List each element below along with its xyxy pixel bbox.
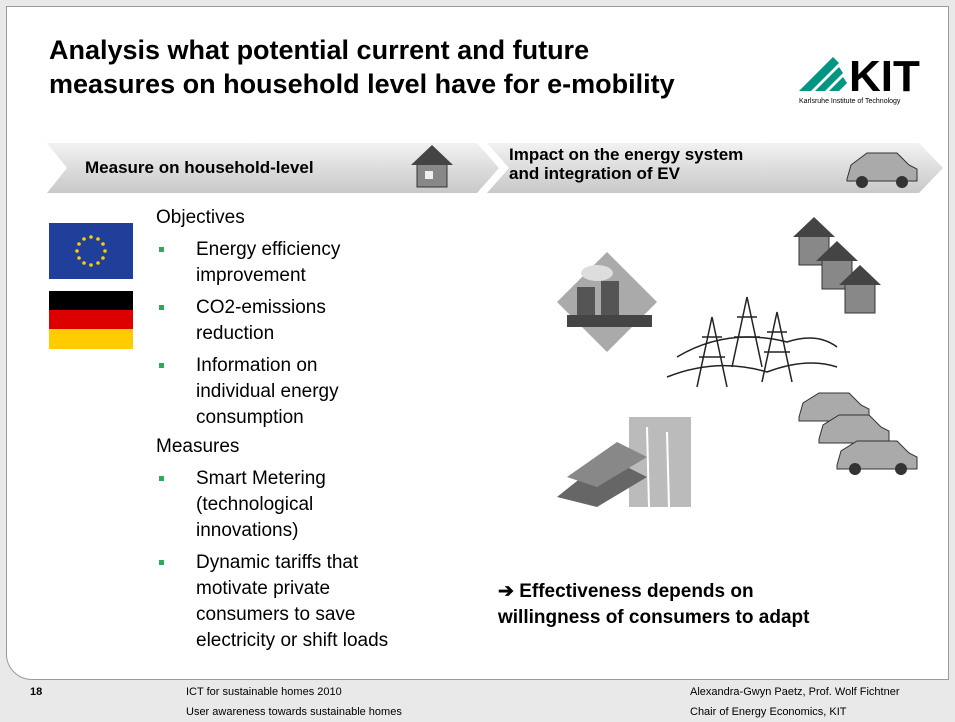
renewables: [557, 417, 691, 507]
kit-logo: KIT Karlsruhe Institute of Technology: [799, 52, 920, 105]
banner-left-text: Measure on household-level: [85, 158, 314, 177]
text-line: ICT for sustainable homes 2010: [186, 686, 342, 698]
eu-stars: [75, 235, 107, 267]
text-line: Measure on household-level: [85, 158, 314, 177]
text-line: Impact on the energy system: [509, 145, 744, 164]
bullet-item: Dynamic tariffs that motivate private cons…: [156, 550, 496, 654]
de-flag-black: [49, 291, 133, 310]
bullet-item: Energy efficiency improvement: [156, 237, 496, 289]
text-line: Analysis what potential current and futu…: [49, 35, 590, 65]
text-line: ➔ Effectiveness depends on: [498, 581, 754, 602]
banner-chevron: [487, 143, 943, 193]
text-line: (technological: [196, 494, 314, 515]
text-line: improvement: [196, 265, 306, 286]
footer-right: Alexandra-Gwyn Paetz, Prof. Wolf Fichtne…: [690, 682, 900, 722]
conclusion: ➔ Effectiveness depends on willingness o…: [498, 579, 809, 631]
title: Analysis what potential current and futu…: [49, 33, 675, 101]
text-line: Alexandra-Gwyn Paetz, Prof. Wolf Fichtne…: [690, 686, 900, 698]
text-line: reduction: [196, 323, 275, 344]
flags: [49, 223, 133, 349]
energy-illustration: [557, 217, 918, 507]
text-line: willingness of consumers to adapt: [498, 607, 810, 628]
power-plant: [557, 252, 657, 352]
bullet-item: Information on individual energy consumpti…: [156, 353, 496, 431]
text-line: electricity or shift loads: [196, 630, 389, 651]
logo-stripe: [815, 67, 843, 91]
car-icon: [846, 152, 918, 188]
text-line: Energy efficiency: [196, 239, 341, 260]
bullet-list: Objectives Energy efficiency improvement CO…: [156, 202, 496, 654]
text-line: and integration of EV: [509, 164, 680, 183]
banner-right-text: Impact on the energy system and integrati…: [509, 145, 743, 183]
pylons: [666, 296, 838, 388]
text-line: Smart Metering: [196, 468, 326, 489]
banner-chevron: [47, 143, 499, 193]
bullet-item: CO2-emissions reduction: [156, 295, 496, 347]
text-line: individual energy: [196, 381, 339, 402]
cars: [798, 392, 918, 475]
text-line: motivate private: [196, 578, 331, 599]
house-icon: [411, 145, 453, 188]
logo-caption: Karlsruhe Institute of Technology: [799, 98, 901, 105]
text-line: measures on household level have for e-m…: [49, 69, 675, 99]
banner: [47, 143, 943, 193]
slide: Analysis what potential current and futu…: [6, 6, 949, 680]
page-number: 18: [30, 686, 43, 698]
text-line: User awareness towards sustainable homes: [186, 706, 402, 718]
text-line: innovations): [196, 520, 299, 541]
logo-mark: KIT: [849, 52, 920, 101]
logo-stripe: [799, 57, 839, 91]
footer-center: ICT for sustainable homes 2010 User aware…: [186, 682, 402, 722]
logo-stripe: [829, 77, 847, 91]
text-line: Chair of Energy Economics, KIT: [690, 706, 847, 718]
section-heading: Measures: [156, 436, 240, 457]
de-flag-red: [49, 310, 133, 329]
houses: [793, 217, 881, 314]
text-line: consumers to save: [196, 604, 356, 625]
text-line: CO2-emissions: [196, 297, 326, 318]
bullet-item: Smart Metering (technological innovations): [156, 466, 496, 544]
text-line: Information on: [196, 355, 318, 376]
section-heading: Objectives: [156, 207, 245, 228]
text-line: Dynamic tariffs that: [196, 552, 359, 573]
eu-flag: [49, 223, 133, 279]
de-flag-gold: [49, 329, 133, 349]
text-line: consumption: [196, 407, 304, 428]
